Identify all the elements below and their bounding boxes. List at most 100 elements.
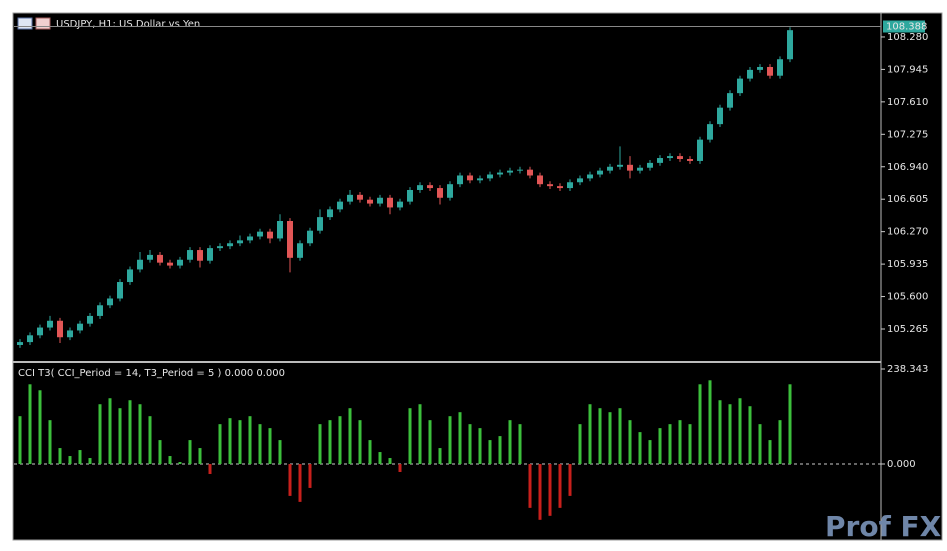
- histogram-bar: [268, 428, 272, 465]
- histogram-bar: [528, 464, 532, 508]
- candle-body: [157, 254, 163, 263]
- histogram-bar: [138, 404, 142, 465]
- histogram-bar: [658, 428, 662, 465]
- y-tick-label: 106.940: [887, 162, 928, 173]
- candle-body: [397, 201, 403, 208]
- histogram-bar: [758, 424, 762, 465]
- histogram-bar: [458, 412, 462, 465]
- candle-body: [637, 167, 643, 171]
- histogram-bar: [628, 420, 632, 465]
- candle-body: [617, 164, 623, 167]
- candle-body: [607, 166, 613, 171]
- y-tick-label: 105.935: [887, 259, 928, 270]
- candle-body: [407, 190, 413, 202]
- histogram-bar: [388, 458, 392, 465]
- candle-body: [197, 250, 203, 261]
- candle-body: [777, 59, 783, 76]
- candle-body: [737, 78, 743, 94]
- candle-body: [77, 323, 83, 331]
- histogram-bar: [678, 420, 682, 465]
- histogram-bar: [648, 440, 652, 465]
- candle-body: [277, 220, 283, 239]
- candle-body: [707, 124, 713, 140]
- histogram-bar: [188, 440, 192, 465]
- chart-frame: [12, 12, 943, 541]
- symbol-icon: [17, 17, 33, 30]
- last-price-label: 108.388: [886, 21, 927, 32]
- histogram-bar: [248, 416, 252, 465]
- histogram-bar: [518, 424, 522, 465]
- candle-body: [457, 175, 463, 185]
- candle-body: [717, 107, 723, 125]
- histogram-bar: [738, 398, 742, 465]
- histogram-bar: [568, 464, 572, 496]
- histogram-bar: [258, 424, 262, 465]
- histogram-bar: [198, 448, 202, 465]
- histogram-bar: [698, 384, 702, 465]
- candle-body: [757, 66, 763, 70]
- candle-body: [257, 231, 263, 237]
- histogram-bar: [238, 420, 242, 465]
- candle-body: [137, 259, 143, 270]
- histogram-bar: [688, 424, 692, 465]
- candle-body: [387, 197, 393, 208]
- histogram-bar: [68, 456, 72, 465]
- histogram-bar: [88, 458, 92, 465]
- histogram-bar: [228, 418, 232, 465]
- candle-body: [627, 164, 633, 171]
- candle-body: [557, 186, 563, 189]
- candle-body: [517, 169, 523, 171]
- y-tick-label: 105.600: [887, 292, 928, 303]
- histogram-bar: [638, 432, 642, 465]
- y-tick-label: 108.280: [887, 32, 928, 43]
- candle-body: [687, 159, 693, 161]
- histogram-bar: [48, 420, 52, 465]
- histogram-bar: [428, 420, 432, 465]
- histogram-bar: [118, 408, 122, 465]
- candle-body: [447, 184, 453, 198]
- histogram-bar: [78, 450, 82, 465]
- candle-body: [337, 201, 343, 210]
- histogram-bar: [148, 416, 152, 465]
- candle-body: [587, 174, 593, 179]
- candle-body: [657, 158, 663, 163]
- histogram-bar: [508, 420, 512, 465]
- candle-body: [667, 156, 673, 159]
- histogram-bar: [98, 404, 102, 465]
- candle-body: [767, 66, 773, 76]
- histogram-bar: [378, 452, 382, 465]
- y-tick-label: 105.265: [887, 324, 928, 335]
- candle-body: [487, 174, 493, 179]
- chart-title: USDJPY, H1: US Dollar vs Yen: [56, 19, 200, 30]
- y-tick-label: 106.270: [887, 227, 928, 238]
- y-tick-label: 238.343: [887, 364, 928, 375]
- histogram-bar: [178, 462, 182, 465]
- histogram-bar: [438, 448, 442, 465]
- y-tick-label: 106.605: [887, 194, 928, 205]
- histogram-bar: [558, 464, 562, 508]
- candle-body: [227, 243, 233, 247]
- histogram-bar: [358, 420, 362, 465]
- candle-body: [567, 182, 573, 189]
- histogram-bar: [218, 424, 222, 465]
- candle-body: [597, 170, 603, 175]
- last-price-box: [883, 20, 925, 33]
- candle-body: [97, 305, 103, 316]
- histogram-bar: [318, 424, 322, 465]
- candle-body: [787, 30, 793, 60]
- candle-body: [47, 320, 53, 328]
- histogram-bar: [348, 408, 352, 465]
- histogram-bar: [768, 440, 772, 465]
- histogram-bar: [498, 436, 502, 465]
- histogram-bar: [488, 440, 492, 465]
- histogram-bar: [158, 440, 162, 465]
- candle-body: [247, 236, 253, 241]
- candle-body: [27, 335, 33, 343]
- y-tick-label: 0.000: [887, 459, 916, 470]
- candle-body: [267, 231, 273, 239]
- histogram-bar: [298, 464, 302, 502]
- candle-body: [217, 246, 223, 249]
- candle-body: [437, 188, 443, 198]
- histogram-bar: [548, 464, 552, 516]
